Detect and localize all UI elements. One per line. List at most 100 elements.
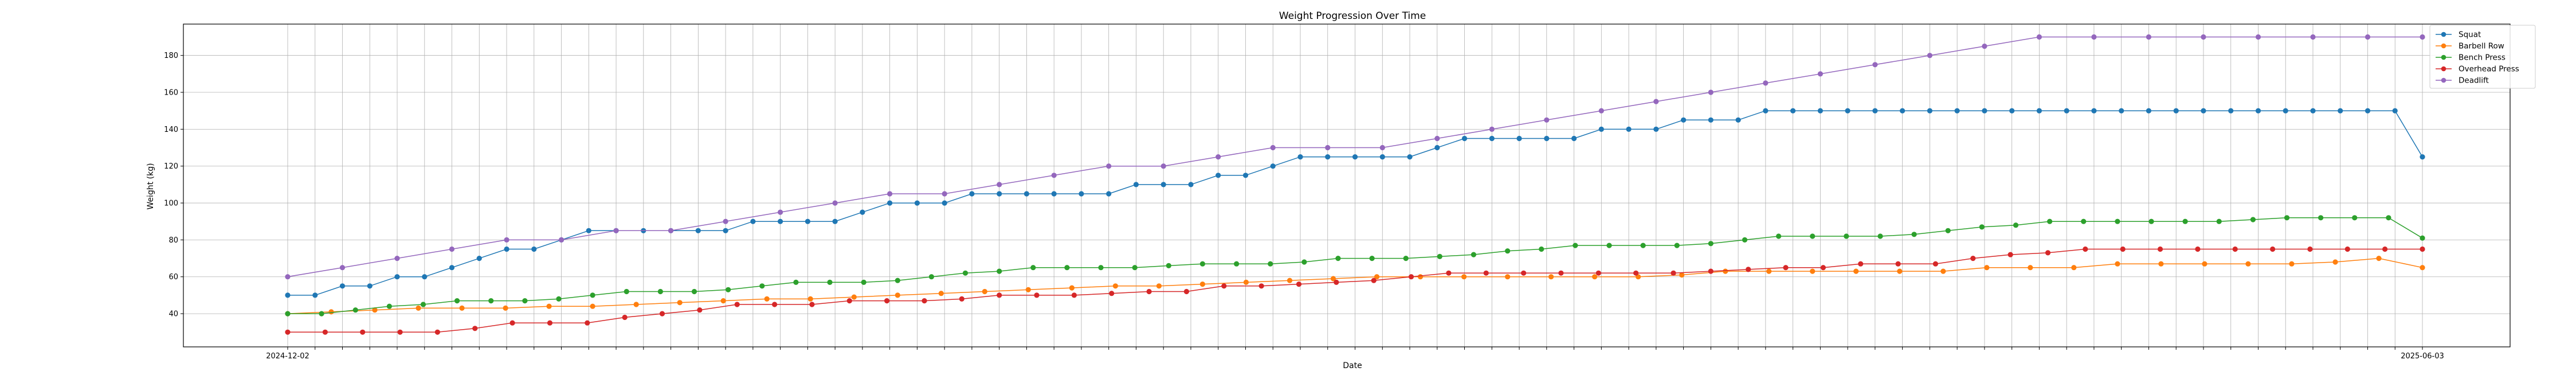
series-barbell-row xyxy=(285,256,2425,316)
data-point xyxy=(895,278,900,283)
series-bench-press xyxy=(285,215,2425,316)
data-point xyxy=(613,228,619,233)
data-point xyxy=(285,292,291,298)
data-point xyxy=(1521,270,1527,276)
data-point xyxy=(750,218,756,224)
data-point xyxy=(1723,268,1728,274)
data-point xyxy=(2158,261,2164,267)
data-point xyxy=(2173,108,2179,114)
data-point xyxy=(1544,117,1550,123)
data-point xyxy=(1895,261,1901,267)
data-point xyxy=(360,329,366,335)
data-point xyxy=(1505,274,1511,280)
data-point xyxy=(2307,246,2313,252)
data-point xyxy=(2115,261,2120,267)
data-point xyxy=(1106,163,1112,169)
data-point xyxy=(734,302,740,307)
data-point xyxy=(759,283,765,289)
legend-marker xyxy=(2441,66,2446,72)
data-point xyxy=(1746,267,1751,272)
data-point xyxy=(1034,292,1040,298)
data-point xyxy=(1379,144,1385,151)
data-point xyxy=(1982,44,1987,49)
y-tick-label: 180 xyxy=(164,52,178,60)
data-point xyxy=(2289,261,2295,267)
data-point xyxy=(997,191,1002,197)
legend-label: Overhead Press xyxy=(2459,65,2519,74)
grid xyxy=(183,24,2510,347)
data-point xyxy=(887,200,893,206)
data-point xyxy=(1776,233,1782,239)
data-point xyxy=(997,268,1002,274)
data-point xyxy=(2420,265,2425,271)
data-point xyxy=(322,329,328,335)
data-point xyxy=(942,191,947,197)
data-point xyxy=(312,292,318,298)
data-point xyxy=(928,274,934,280)
data-point xyxy=(1763,108,1769,114)
data-point xyxy=(695,228,701,233)
data-point xyxy=(1845,108,1850,114)
data-point xyxy=(851,294,857,300)
data-point xyxy=(1301,259,1307,265)
data-point xyxy=(319,311,324,316)
data-point xyxy=(1051,173,1057,178)
data-point xyxy=(386,303,393,309)
data-point xyxy=(1877,233,1883,239)
data-point xyxy=(1270,163,1276,169)
data-point xyxy=(2036,34,2042,40)
data-point xyxy=(938,291,944,296)
data-point xyxy=(1810,268,1816,274)
data-point xyxy=(559,237,564,243)
data-point xyxy=(2148,218,2154,224)
data-point xyxy=(1932,261,1938,267)
data-point xyxy=(420,302,426,307)
data-point xyxy=(434,329,441,335)
data-point xyxy=(285,329,291,335)
data-point xyxy=(1483,270,1489,276)
data-point xyxy=(860,209,865,215)
data-point xyxy=(1434,144,1440,151)
y-tick-label: 120 xyxy=(164,162,178,171)
data-point xyxy=(285,311,291,316)
data-point xyxy=(2182,218,2188,224)
data-point xyxy=(668,228,674,233)
data-point xyxy=(2202,261,2208,267)
data-point xyxy=(622,314,628,321)
data-point xyxy=(1544,135,1550,142)
data-point xyxy=(1132,265,1138,271)
data-point xyxy=(1708,268,1714,274)
data-point xyxy=(1763,80,1769,86)
data-point xyxy=(454,298,460,304)
data-point xyxy=(1945,228,1951,233)
data-point xyxy=(1025,287,1031,292)
data-point xyxy=(1539,246,1544,252)
x-axis-ticks: 2024-12-02 2025-06-03 xyxy=(266,347,2444,361)
data-point xyxy=(807,296,813,302)
data-point xyxy=(793,279,799,285)
data-point xyxy=(2047,218,2053,224)
data-point xyxy=(1573,243,1578,248)
data-point xyxy=(1489,126,1495,132)
data-point xyxy=(2119,108,2124,114)
data-point xyxy=(1079,191,1084,197)
data-point xyxy=(2420,235,2425,241)
data-point xyxy=(922,298,927,304)
data-point xyxy=(2201,108,2206,114)
data-point xyxy=(1708,117,1714,123)
y-tick-label: 40 xyxy=(168,310,178,319)
data-point xyxy=(1853,268,1859,274)
data-point xyxy=(1408,274,1414,280)
series-overhead-press xyxy=(285,246,2425,335)
data-point xyxy=(778,218,783,224)
data-point xyxy=(659,311,665,316)
data-point xyxy=(2081,218,2087,224)
data-point xyxy=(2120,246,2126,252)
data-point xyxy=(1872,108,1878,114)
data-point xyxy=(1461,135,1468,142)
data-point xyxy=(764,296,770,302)
data-point xyxy=(1708,89,1714,95)
data-point xyxy=(1674,243,1680,248)
